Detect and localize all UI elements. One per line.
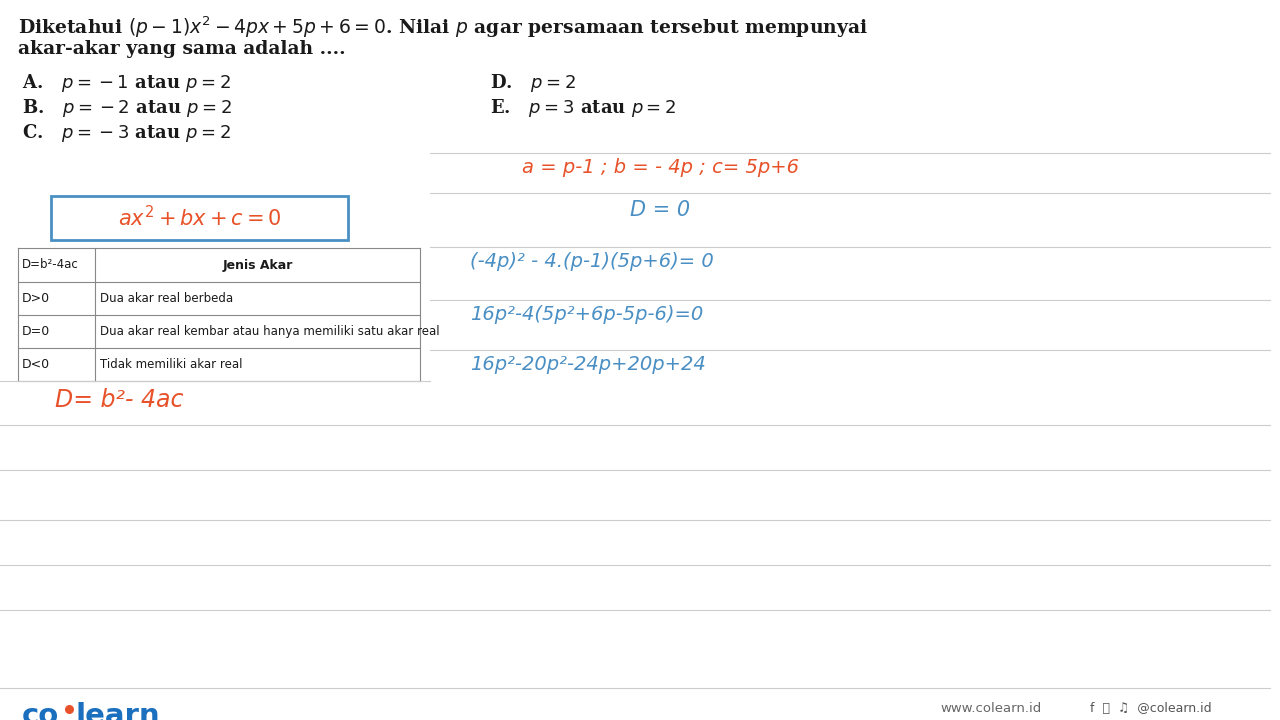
Text: Diketahui $(p-1)x^2-4px+5p+6=0$. Nilai $p$ agar persamaan tersebut mempunyai: Diketahui $(p-1)x^2-4px+5p+6=0$. Nilai $…: [18, 15, 868, 40]
Text: B.   $p = -2$ atau $p = 2$: B. $p = -2$ atau $p = 2$: [22, 97, 232, 119]
Text: A.   $p = -1$ atau $p = 2$: A. $p = -1$ atau $p = 2$: [22, 72, 230, 94]
Text: a = p-1 ; b = - 4p ; c= 5p+6: a = p-1 ; b = - 4p ; c= 5p+6: [521, 158, 799, 177]
Text: D = 0: D = 0: [630, 200, 690, 220]
Text: D=0: D=0: [22, 325, 50, 338]
Text: Dua akar real berbeda: Dua akar real berbeda: [100, 292, 233, 305]
Text: (-4p)² - 4.(p-1)(5p+6)= 0: (-4p)² - 4.(p-1)(5p+6)= 0: [470, 252, 714, 271]
Text: 16p²-4(5p²+6p-5p-6)=0: 16p²-4(5p²+6p-5p-6)=0: [470, 305, 703, 324]
Text: co: co: [22, 702, 59, 720]
Text: www.colearn.id: www.colearn.id: [940, 702, 1041, 715]
Text: 16p²-20p²-24p+20p+24: 16p²-20p²-24p+20p+24: [470, 355, 705, 374]
Text: D.   $p = 2$: D. $p = 2$: [490, 72, 576, 94]
Text: C.   $p = -3$ atau $p = 2$: C. $p = -3$ atau $p = 2$: [22, 122, 230, 144]
Text: f  ⓞ  ♫  @colearn.id: f ⓞ ♫ @colearn.id: [1091, 702, 1212, 715]
Text: D<0: D<0: [22, 358, 50, 371]
Text: D= b²- 4ac: D= b²- 4ac: [55, 388, 183, 412]
Text: learn: learn: [76, 702, 160, 720]
Text: Dua akar real kembar atau hanya memiliki satu akar real: Dua akar real kembar atau hanya memiliki…: [100, 325, 439, 338]
Text: akar-akar yang sama adalah ....: akar-akar yang sama adalah ....: [18, 40, 346, 58]
Text: D>0: D>0: [22, 292, 50, 305]
Text: E.   $p = 3$ atau $p = 2$: E. $p = 3$ atau $p = 2$: [490, 97, 676, 119]
Text: Tidak memiliki akar real: Tidak memiliki akar real: [100, 358, 242, 371]
Text: D=b²-4ac: D=b²-4ac: [22, 258, 79, 271]
Text: Jenis Akar: Jenis Akar: [223, 258, 293, 271]
Text: $ax^2+bx+c=0$: $ax^2+bx+c=0$: [118, 205, 282, 230]
FancyBboxPatch shape: [51, 196, 348, 240]
